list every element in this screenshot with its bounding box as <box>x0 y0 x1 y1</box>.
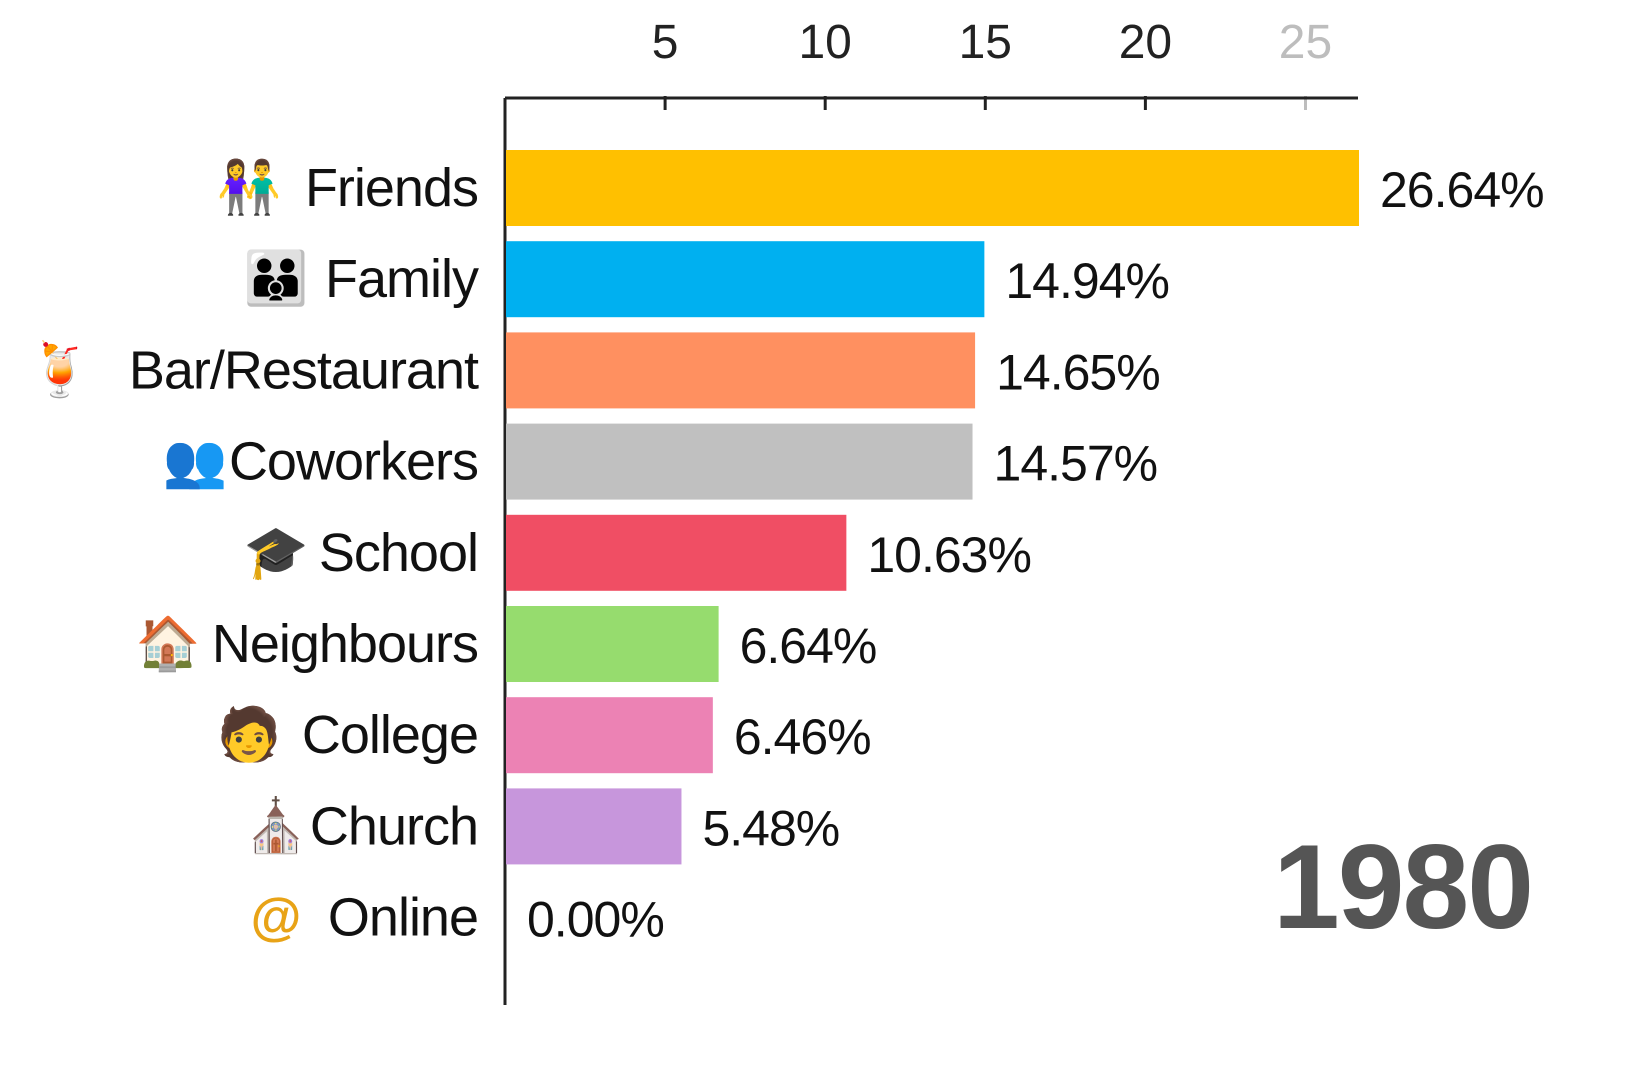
bar-row: Family 👪 14.94% <box>244 241 1170 318</box>
bar-row: Neighbours🏠 6.64% <box>136 606 877 682</box>
value-label: 5.48% <box>702 800 839 856</box>
x-tick-label: 10 <box>798 16 851 69</box>
cocktail-icon: 🍹 <box>28 338 93 399</box>
x-tick-label: 15 <box>959 16 1012 69</box>
year-label: 1980 <box>1273 820 1532 954</box>
bar-row: School🎓 10.63% <box>244 514 1032 591</box>
family-icon: 👪 <box>244 248 309 308</box>
x-tick-label: 25 <box>1279 16 1332 69</box>
bar <box>506 241 985 318</box>
bar-row: Bar/Restaurant 🍹 14.65% <box>28 332 1161 409</box>
bar <box>506 697 713 774</box>
bar-row: Online @ 0.00% <box>251 888 665 948</box>
value-label: 10.63% <box>867 527 1031 583</box>
category-label: Friends <box>305 158 478 218</box>
bar <box>506 423 973 500</box>
bar-row: Church⛪ 5.48% <box>244 788 840 865</box>
graduate-icon: 🧑 <box>217 703 282 764</box>
category-label: Church <box>310 796 478 856</box>
church-icon: ⛪ <box>244 794 309 855</box>
bars-group: Friends 👫 26.64% Family 👪 14.94% Bar/Restauran… <box>28 150 1545 948</box>
category-label: Neighbours <box>212 614 478 674</box>
value-label: 26.64% <box>1380 162 1544 218</box>
category-label: School <box>319 523 478 583</box>
value-label: 6.46% <box>734 709 871 765</box>
bar-row: Coworkers👥 14.57% <box>163 423 1158 500</box>
graduation-cap-icon: 🎓 <box>244 524 309 582</box>
coworkers-icon: 👥 <box>163 433 228 491</box>
value-label: 14.57% <box>994 436 1158 492</box>
value-label: 14.65% <box>996 344 1160 400</box>
at-sign-icon: @ <box>251 889 302 947</box>
value-label: 0.00% <box>527 892 664 948</box>
bar <box>506 332 976 409</box>
category-label: Online <box>328 888 478 948</box>
house-icon: 🏠 <box>136 615 201 673</box>
x-axis-ticks: 5 10 15 20 25 <box>652 16 1332 110</box>
bar <box>506 150 1359 226</box>
category-label: Bar/Restaurant <box>129 340 479 400</box>
bar-row: College 🧑 6.46% <box>217 697 872 774</box>
bar <box>506 788 682 865</box>
category-label: Coworkers <box>229 432 478 492</box>
x-tick-label: 20 <box>1119 16 1172 69</box>
people-couple-icon: 👫 <box>217 157 282 217</box>
category-label: College <box>302 705 478 765</box>
bar-row: Friends 👫 26.64% <box>217 150 1545 226</box>
bar <box>506 514 847 591</box>
category-label: Family <box>325 249 479 309</box>
bar <box>506 606 719 682</box>
value-label: 14.94% <box>1005 253 1169 309</box>
x-tick-label: 5 <box>652 16 679 69</box>
value-label: 6.64% <box>740 618 877 674</box>
